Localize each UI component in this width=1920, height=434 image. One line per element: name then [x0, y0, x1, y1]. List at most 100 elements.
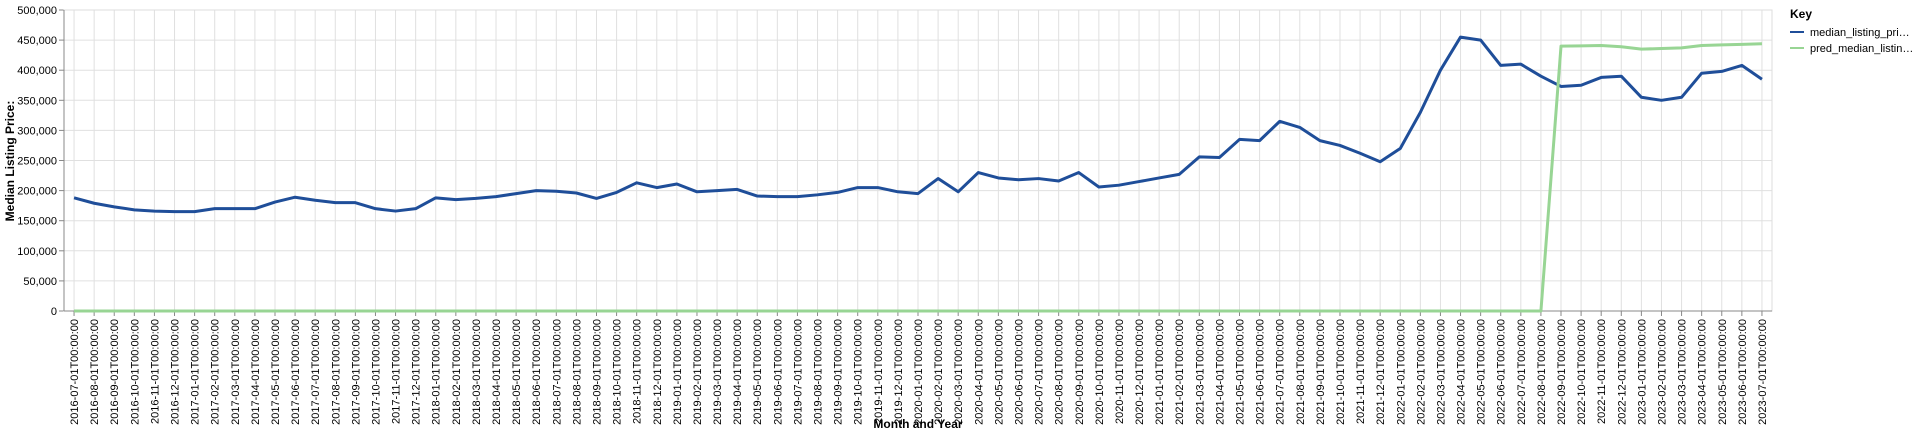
- x-tick-label: 2016-09-01T00:00:00: [109, 319, 121, 425]
- x-tick-label: 2023-05-01T00:00:00: [1717, 319, 1729, 425]
- x-tick-label: 2018-04-01T00:00:00: [491, 319, 503, 425]
- y-axis-title: Median Listing Price:: [3, 101, 17, 222]
- x-tick-label: 2021-07-01T00:00:00: [1275, 319, 1287, 425]
- x-tick-label: 2017-12-01T00:00:00: [411, 319, 423, 425]
- y-tick-label: 200,000: [17, 186, 57, 198]
- x-tick-label: 2021-11-01T00:00:00: [1355, 319, 1367, 424]
- x-tick-label: 2017-09-01T00:00:00: [350, 319, 362, 425]
- x-tick-label: 2018-05-01T00:00:00: [511, 319, 523, 425]
- y-tick-label: 0: [51, 306, 57, 318]
- y-tick-label: 350,000: [17, 95, 57, 107]
- x-tick-label: 2021-10-01T00:00:00: [1335, 319, 1347, 425]
- x-tick-label: 2017-08-01T00:00:00: [330, 319, 342, 425]
- x-tick-label: 2018-08-01T00:00:00: [571, 319, 583, 425]
- x-tick-label: 2022-11-01T00:00:00: [1596, 319, 1608, 424]
- x-tick-label: 2017-01-01T00:00:00: [190, 319, 202, 425]
- x-tick-label: 2022-03-01T00:00:00: [1435, 319, 1447, 425]
- x-tick-label: 2021-06-01T00:00:00: [1255, 319, 1267, 425]
- y-tick-label: 300,000: [17, 125, 57, 137]
- x-tick-label: 2023-07-01T00:00:00: [1757, 319, 1769, 425]
- x-tick-label: 2022-05-01T00:00:00: [1476, 319, 1488, 425]
- x-tick-label: 2018-10-01T00:00:00: [612, 319, 624, 425]
- x-tick-label: 2017-11-01T00:00:00: [391, 319, 403, 424]
- x-tick-label: 2020-06-01T00:00:00: [1013, 319, 1025, 425]
- x-tick-label: 2023-06-01T00:00:00: [1737, 319, 1749, 425]
- x-tick-label: 2019-08-01T00:00:00: [813, 319, 825, 425]
- x-tick-label: 2021-09-01T00:00:00: [1315, 319, 1327, 425]
- x-tick-label: 2020-10-01T00:00:00: [1094, 319, 1106, 425]
- x-tick-label: 2019-03-01T00:00:00: [712, 319, 724, 425]
- series-line: [74, 42, 1762, 313]
- y-tick-label: 400,000: [17, 65, 57, 77]
- x-tick-label: 2020-12-01T00:00:00: [1134, 319, 1146, 425]
- x-tick-label: 2016-12-01T00:00:00: [170, 319, 182, 425]
- x-tick-label: 2016-11-01T00:00:00: [149, 319, 161, 424]
- x-tick-label: 2019-02-01T00:00:00: [692, 319, 704, 425]
- x-tick-label: 2016-08-01T00:00:00: [89, 319, 101, 425]
- x-tick-label: 2018-09-01T00:00:00: [591, 319, 603, 425]
- x-tick-label: 2021-03-01T00:00:00: [1194, 319, 1206, 425]
- x-tick-label: 2020-04-01T00:00:00: [973, 319, 985, 425]
- y-tick-label: 450,000: [17, 35, 57, 47]
- x-tick-label: 2018-01-01T00:00:00: [431, 319, 443, 425]
- x-tick-label: 2023-04-01T00:00:00: [1697, 319, 1709, 425]
- x-axis-title: Month and Year: [873, 417, 962, 431]
- x-tick-label: 2019-10-01T00:00:00: [853, 319, 865, 425]
- x-tick-label: 2020-11-01T00:00:00: [1114, 319, 1126, 424]
- x-tick-label: 2022-08-01T00:00:00: [1536, 319, 1548, 425]
- series-line: [73, 35, 1763, 214]
- x-tick-label: 2019-09-01T00:00:00: [833, 319, 845, 425]
- x-tick-label: 2020-03-01T00:00:00: [953, 319, 965, 425]
- x-tick-label: 2019-01-01T00:00:00: [672, 319, 684, 425]
- x-tick-label: 2021-08-01T00:00:00: [1295, 319, 1307, 425]
- x-tick-label: 2019-05-01T00:00:00: [752, 319, 764, 425]
- x-tick-label: 2023-01-01T00:00:00: [1636, 319, 1648, 425]
- x-tick-label: 2021-05-01T00:00:00: [1235, 319, 1247, 425]
- x-tick-label: 2020-07-01T00:00:00: [1034, 319, 1046, 425]
- x-tick-label: 2023-02-01T00:00:00: [1656, 319, 1668, 425]
- x-tick-label: 2023-03-01T00:00:00: [1677, 319, 1689, 425]
- x-tick-label: 2020-05-01T00:00:00: [993, 319, 1005, 425]
- x-tick-label: 2022-06-01T00:00:00: [1496, 319, 1508, 425]
- x-tick-label: 2020-08-01T00:00:00: [1054, 319, 1066, 425]
- x-tick-label: 2018-06-01T00:00:00: [531, 319, 543, 425]
- x-tick-label: 2018-03-01T00:00:00: [471, 319, 483, 425]
- legend-label: median_listing_pri…: [1810, 27, 1910, 39]
- x-tick-label: 2016-10-01T00:00:00: [129, 319, 141, 425]
- x-tick-label: 2021-02-01T00:00:00: [1174, 319, 1186, 425]
- x-tick-label: 2022-12-01T00:00:00: [1616, 319, 1628, 425]
- x-tick-label: 2019-12-01T00:00:00: [893, 319, 905, 425]
- x-tick-label: 2018-02-01T00:00:00: [451, 319, 463, 425]
- x-tick-label: 2022-01-01T00:00:00: [1395, 319, 1407, 425]
- x-tick-label: 2017-02-01T00:00:00: [210, 319, 222, 425]
- x-tick-label: 2019-11-01T00:00:00: [873, 319, 885, 424]
- x-tick-label: 2021-01-01T00:00:00: [1154, 319, 1166, 425]
- x-tick-label: 2018-12-01T00:00:00: [652, 319, 664, 425]
- x-tick-label: 2019-04-01T00:00:00: [732, 319, 744, 425]
- x-tick-label: 2017-07-01T00:00:00: [310, 319, 322, 425]
- x-tick-label: 2018-11-01T00:00:00: [632, 319, 644, 424]
- legend-title: Key: [1790, 7, 1812, 21]
- y-tick-label: 50,000: [23, 276, 57, 288]
- x-tick-label: 2017-03-01T00:00:00: [230, 319, 242, 425]
- x-tick-label: 2022-10-01T00:00:00: [1576, 319, 1588, 425]
- x-tick-label: 2022-09-01T00:00:00: [1556, 319, 1568, 425]
- x-tick-label: 2020-01-01T00:00:00: [913, 319, 925, 425]
- x-tick-label: 2016-07-01T00:00:00: [69, 319, 81, 425]
- x-tick-label: 2017-05-01T00:00:00: [270, 319, 282, 425]
- x-tick-label: 2022-07-01T00:00:00: [1516, 319, 1528, 425]
- y-tick-label: 150,000: [17, 216, 57, 228]
- x-tick-label: 2018-07-01T00:00:00: [551, 319, 563, 425]
- x-tick-label: 2020-02-01T00:00:00: [933, 319, 945, 425]
- x-tick-label: 2022-04-01T00:00:00: [1456, 319, 1468, 425]
- y-tick-label: 100,000: [17, 246, 57, 258]
- x-tick-label: 2017-10-01T00:00:00: [370, 319, 382, 425]
- x-tick-label: 2019-07-01T00:00:00: [792, 319, 804, 425]
- y-tick-label: 500,000: [17, 5, 57, 17]
- x-tick-label: 2020-09-01T00:00:00: [1074, 319, 1086, 425]
- x-tick-label: 2022-02-01T00:00:00: [1415, 319, 1427, 425]
- x-tick-label: 2017-04-01T00:00:00: [250, 319, 262, 425]
- x-tick-label: 2019-06-01T00:00:00: [772, 319, 784, 425]
- x-tick-label: 2021-12-01T00:00:00: [1375, 319, 1387, 425]
